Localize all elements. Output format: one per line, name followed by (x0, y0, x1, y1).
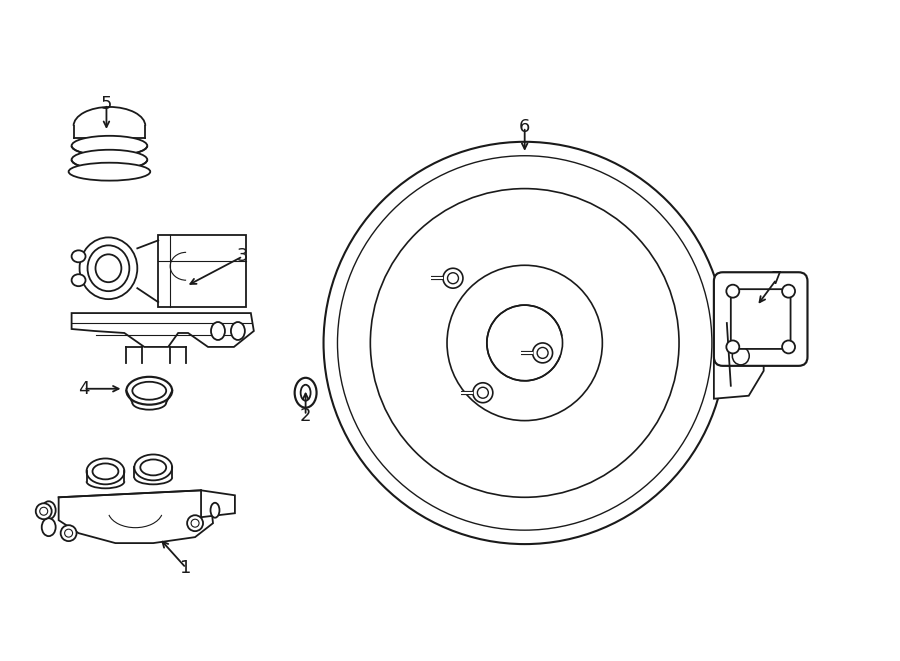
Text: 4: 4 (77, 380, 89, 398)
Polygon shape (714, 316, 764, 399)
Circle shape (477, 387, 489, 398)
Polygon shape (201, 490, 235, 517)
Bar (158, 235, 246, 307)
Ellipse shape (72, 251, 86, 262)
Ellipse shape (72, 136, 148, 156)
Circle shape (726, 285, 739, 297)
Circle shape (533, 343, 553, 363)
Text: 5: 5 (101, 95, 112, 113)
Polygon shape (72, 313, 254, 347)
FancyBboxPatch shape (731, 289, 790, 349)
Ellipse shape (733, 347, 749, 365)
Ellipse shape (140, 459, 166, 475)
Ellipse shape (93, 463, 119, 479)
Ellipse shape (301, 385, 310, 401)
Ellipse shape (41, 501, 56, 519)
Circle shape (487, 305, 562, 381)
Circle shape (323, 142, 725, 544)
Text: 1: 1 (180, 559, 192, 577)
Ellipse shape (68, 163, 150, 180)
Ellipse shape (41, 518, 56, 536)
Text: 7: 7 (771, 270, 782, 288)
Ellipse shape (231, 322, 245, 340)
Ellipse shape (86, 459, 124, 485)
Ellipse shape (211, 322, 225, 340)
Text: 2: 2 (300, 407, 311, 424)
Ellipse shape (72, 150, 148, 170)
Ellipse shape (95, 254, 122, 282)
Ellipse shape (187, 515, 203, 531)
Ellipse shape (36, 503, 51, 519)
Circle shape (338, 156, 712, 530)
Polygon shape (58, 490, 213, 543)
FancyBboxPatch shape (714, 272, 807, 366)
Ellipse shape (211, 503, 220, 518)
Circle shape (782, 285, 795, 297)
Circle shape (726, 340, 739, 354)
Ellipse shape (87, 245, 130, 291)
Ellipse shape (132, 382, 166, 400)
Ellipse shape (191, 519, 199, 527)
Ellipse shape (79, 237, 138, 299)
Circle shape (782, 340, 795, 354)
Circle shape (447, 265, 602, 420)
Ellipse shape (60, 525, 76, 541)
Ellipse shape (126, 377, 172, 405)
Text: 6: 6 (519, 118, 530, 136)
Circle shape (472, 383, 493, 403)
Ellipse shape (40, 507, 48, 515)
Ellipse shape (65, 529, 73, 537)
Ellipse shape (134, 455, 172, 481)
Ellipse shape (294, 378, 317, 408)
Circle shape (447, 273, 458, 284)
Circle shape (537, 348, 548, 358)
Text: 3: 3 (237, 247, 248, 265)
Circle shape (370, 188, 679, 497)
Circle shape (443, 268, 463, 288)
Ellipse shape (72, 274, 86, 286)
